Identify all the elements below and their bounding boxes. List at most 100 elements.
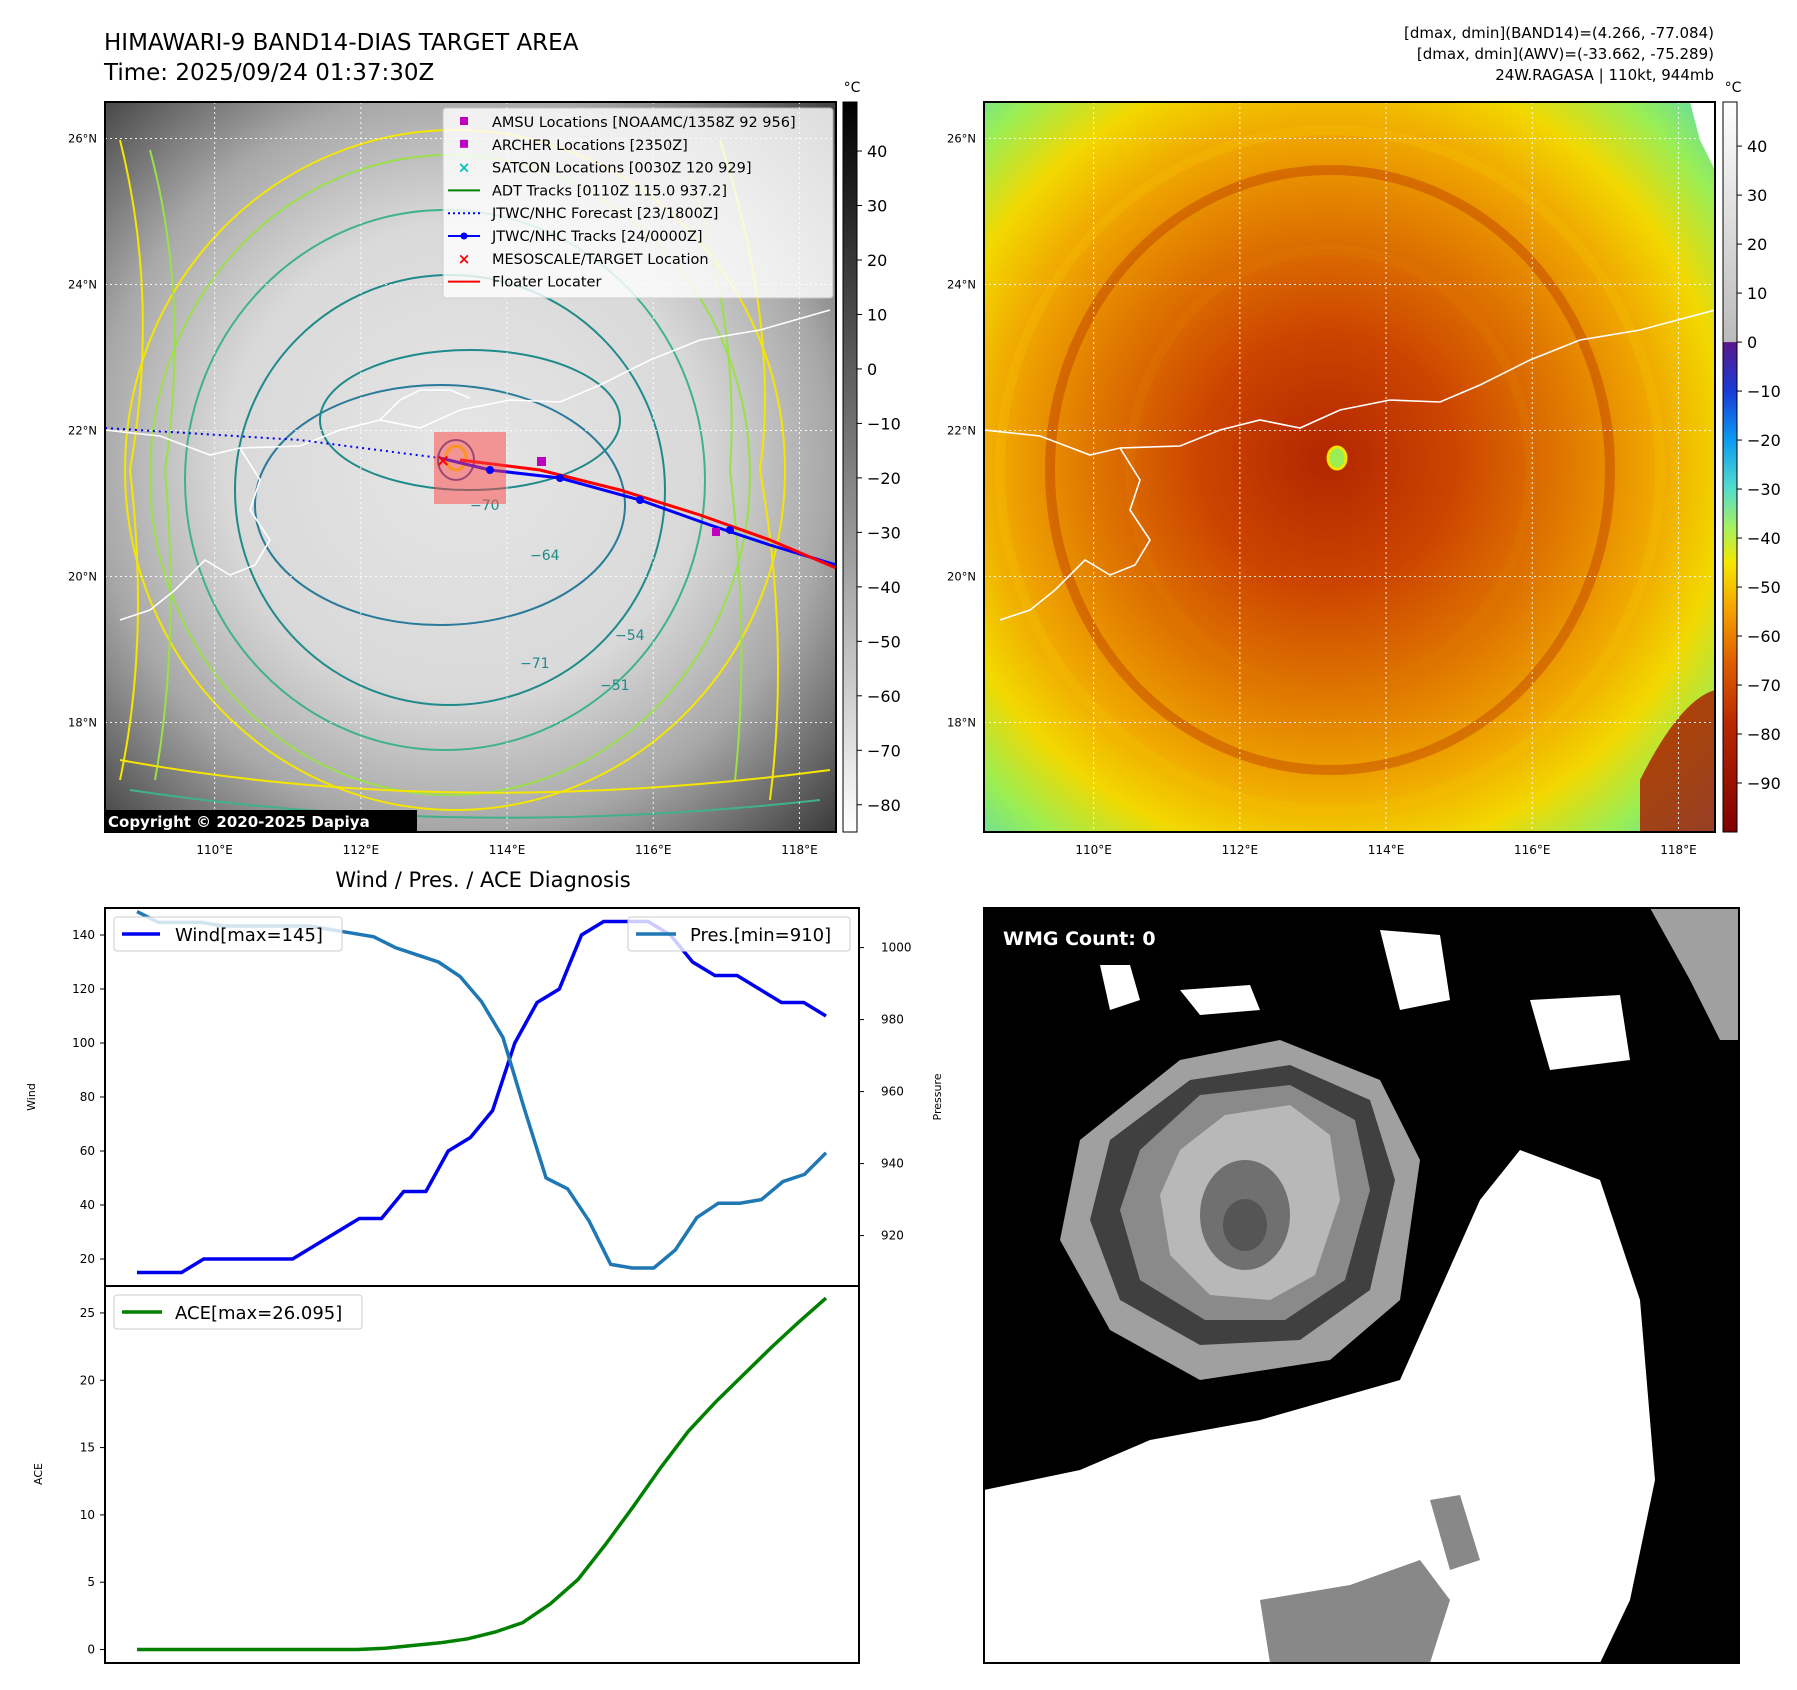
colorbar-tick: 40 [867,142,887,161]
colorbar-tick: −70 [867,741,901,760]
wind-axis-label: Wind [25,1083,38,1111]
axis-tick: 100 [72,1036,95,1050]
mesoscale-target-marker: × [436,451,450,471]
axis-tick: 80 [80,1090,95,1104]
enhanced-lat-ticks: 26°N 24°N 22°N 20°N 18°N [947,132,976,730]
legend-entry: × SATCON Locations [0030Z 120 929] [458,159,752,177]
enhanced-lat-tick: 24°N [947,278,976,292]
stats-awv: [dmax, dmin](AWV)=(-33.662, -75.289) [1417,45,1714,63]
figure-title: HIMAWARI-9 BAND14-DIAS TARGET AREA [104,30,579,56]
enhanced-imagery [984,102,1715,832]
colorbar-tick: −20 [867,469,901,488]
enhanced-map-frame [983,101,1716,833]
wmg-panel: WMG Count: 0 [983,907,1740,1664]
colorbar-tick: 30 [867,197,887,216]
svg-text:JTWC/NHC Forecast [23/1800Z]: JTWC/NHC Forecast [23/1800Z] [491,206,718,222]
colorbar-tick: −30 [867,523,901,542]
ir-lon-tick: 116°E [635,843,672,857]
ace-chart: 0 5 10 15 20 25 ACE ACE[max=26.095] [32,1285,860,1664]
ir-lon-ticks: 110°E 112°E 114°E 116°E 118°E [196,843,817,857]
legend-entry: × MESOSCALE/TARGET Location [458,250,709,268]
axis-tick: 5 [87,1575,95,1589]
colorbar-tick: −50 [867,632,901,651]
axis-tick: 20 [80,1373,95,1387]
wind-legend: Wind[max=145] [113,916,343,952]
legend-entry: ADT Tracks [0110Z 115.0 937.2] [448,183,727,199]
axis-tick: 140 [72,928,95,942]
axis-tick: 120 [72,982,95,996]
ace-axis-ticks: 0 5 10 15 20 25 [80,1306,105,1657]
ir-lat-tick: 24°N [68,278,97,292]
ir-lat-tick: 22°N [68,424,97,438]
colorbar-tick: 20 [867,251,887,270]
wind-series-line [137,919,827,1275]
colorbar-tick: 10 [1747,284,1767,303]
enhanced-lat-tick: 26°N [947,132,976,146]
ir-map-panel: −64 −54 −71 −51 −70 [68,80,901,857]
ir-map-frame [104,101,837,833]
colorbar-tick: −20 [1747,431,1781,450]
colorbar-tick: 10 [867,305,887,324]
map-legend: AMSU Locations [NOAAMC/1358Z 92 956] ARCH… [442,107,834,299]
svg-text:−64: −64 [530,548,560,564]
enhanced-lon-tick: 112°E [1222,843,1259,857]
axis-tick: 980 [881,1013,904,1027]
axis-tick: 60 [80,1144,95,1158]
enhanced-bands [995,125,1665,815]
archer-location-marker [537,457,546,466]
svg-text:SATCON Locations [0030Z 120 92: SATCON Locations [0030Z 120 929] [492,161,751,177]
colorbar-tick: −40 [867,578,901,597]
colorbar-tick: −80 [867,796,901,815]
colorbar-tick: −10 [1747,382,1781,401]
ir-colorbar [842,101,858,833]
legend-entry: AMSU Locations [NOAAMC/1358Z 92 956] [460,115,796,131]
colorbar-tick: 30 [1747,186,1767,205]
figure-time: Time: 2025/09/24 01:37:30Z [103,60,434,86]
pressure-series-line [136,910,828,1270]
enhanced-lat-tick: 20°N [947,570,976,584]
axis-tick: 20 [80,1252,95,1266]
storm-eye [1326,445,1348,471]
pressure-legend: Pres.[min=910] [627,916,851,952]
pressure-axis-ticks: 920 940 960 980 1000 [859,941,912,1243]
ir-lon-tick: 114°E [489,843,526,857]
enhanced-colorbar-lower [1723,342,1737,832]
ace-frame [104,1285,860,1664]
enhanced-colorbar-ticks: 40 30 20 10 0 −10 −20 −30 −40 −50 −60 −70 −80 −90 [1737,137,1781,793]
colorbar-tick: −60 [867,687,901,706]
svg-text:MESOSCALE/TARGET Location: MESOSCALE/TARGET Location [492,252,709,268]
enhanced-lon-tick: 114°E [1368,843,1405,857]
svg-text:×: × [458,250,471,268]
enhanced-lat-tick: 22°N [947,424,976,438]
amsu-location-marker [712,528,720,536]
enhanced-colorbar-unit: °C [1725,80,1742,96]
ir-lon-tick: 112°E [343,843,380,857]
axis-tick: 25 [80,1306,95,1320]
wmg-count-label: WMG Count: 0 [1003,928,1156,950]
floater-locater-track [459,458,836,570]
axis-tick: 0 [87,1643,95,1657]
ir-lat-tick: 20°N [68,570,97,584]
colorbar-tick: −50 [1747,578,1781,597]
svg-text:ARCHER Locations [2350Z]: ARCHER Locations [2350Z] [492,138,688,154]
colorbar-tick: −40 [1747,529,1781,548]
enhanced-colorbar-frame [1722,101,1738,833]
colorbar-tick: 0 [867,360,877,379]
wind-axis-ticks: 20 40 60 80 100 120 140 [72,928,105,1266]
axis-tick: 960 [881,1085,904,1099]
svg-text:−71: −71 [520,656,550,672]
ace-series-line [137,1296,828,1652]
ace-axis-label: ACE [32,1463,45,1485]
wind-pressure-frame [104,907,860,1287]
ace-legend: ACE[max=26.095] [113,1294,363,1330]
colorbar-tick: −90 [1747,774,1781,793]
legend-entry: JTWC/NHC Forecast [23/1800Z] [448,206,718,222]
svg-text:−54: −54 [615,628,645,644]
colorbar-tick: 20 [1747,235,1767,254]
svg-text:−51: −51 [600,678,630,694]
enhanced-lon-tick: 118°E [1660,843,1697,857]
colorbar-tick: −30 [1747,480,1781,499]
enhanced-gridlines [984,102,1715,832]
wmg-frame [983,907,1740,1664]
